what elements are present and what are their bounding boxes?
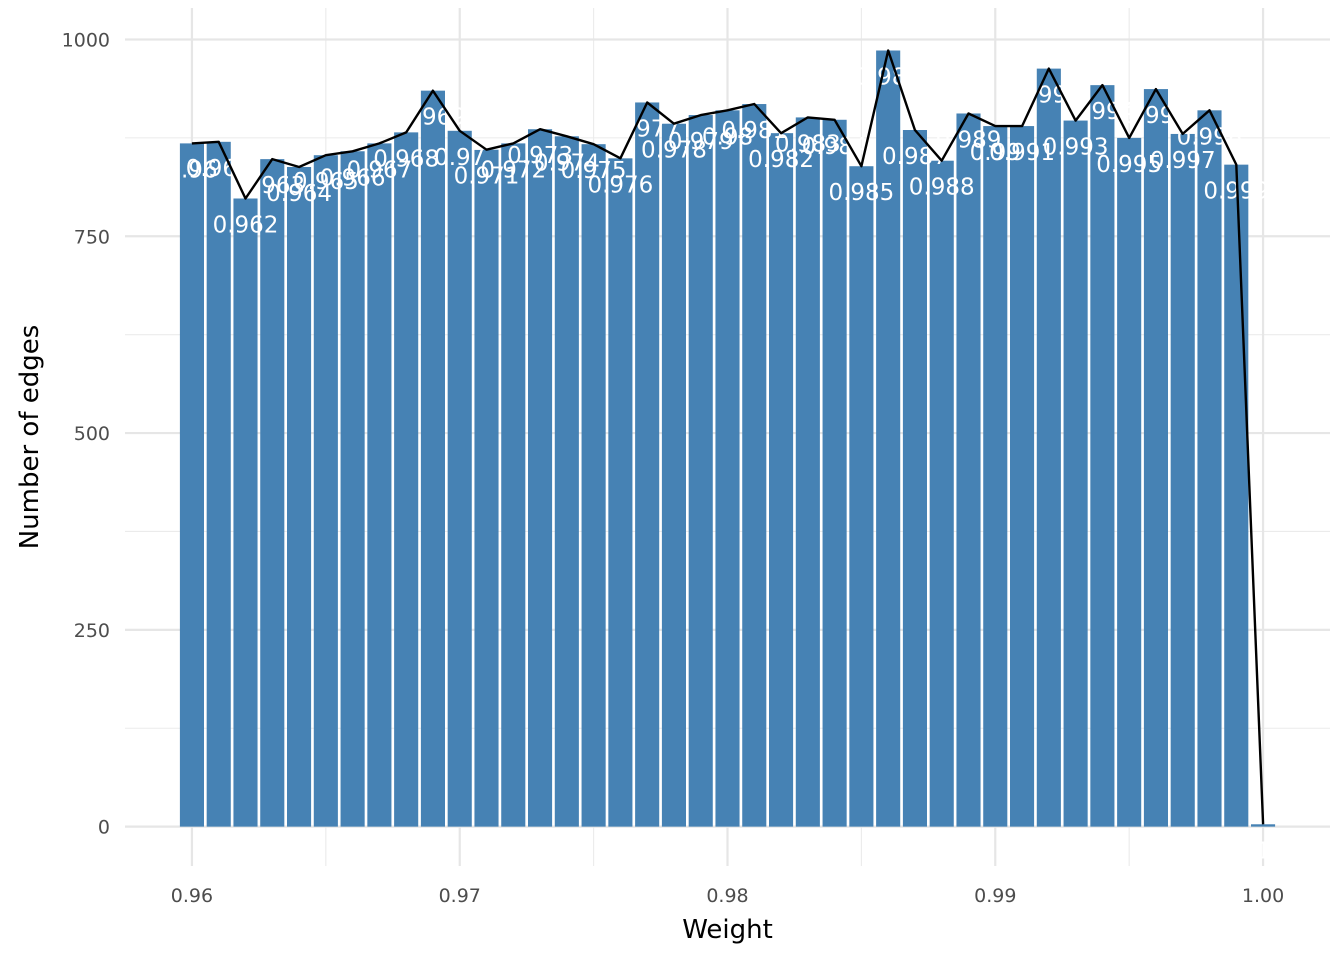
bar xyxy=(661,123,686,827)
x-tick-label: 0.97 xyxy=(439,885,481,907)
bar xyxy=(313,155,338,827)
bar xyxy=(1170,133,1195,827)
bar xyxy=(876,50,901,827)
x-tick-label: 1.00 xyxy=(1242,885,1284,907)
bar xyxy=(742,104,767,827)
bar xyxy=(1036,68,1061,827)
bar xyxy=(554,136,579,827)
trend-line xyxy=(191,49,1265,825)
bar xyxy=(635,102,660,827)
bar xyxy=(260,159,285,827)
bar-label: 0.988 xyxy=(909,175,975,201)
bar-label: 0.972 xyxy=(480,157,546,183)
bar-label: 0.986 xyxy=(855,65,921,91)
y-tick-label: 0 xyxy=(98,817,110,839)
x-tick-label: 0.99 xyxy=(974,885,1016,907)
bar xyxy=(688,115,713,827)
bar xyxy=(233,198,258,827)
bar-label: 0.967 xyxy=(346,157,412,183)
bar xyxy=(581,144,606,827)
bar-label: 0.974 xyxy=(534,150,600,176)
bar xyxy=(447,130,472,827)
bar-label: 0.975 xyxy=(561,158,627,184)
y-tick-label: 500 xyxy=(74,423,110,445)
bar xyxy=(340,151,365,827)
bar xyxy=(1090,85,1115,827)
bar-label: 0.994 xyxy=(1069,99,1135,125)
bar xyxy=(474,149,499,827)
bar xyxy=(1117,137,1142,827)
bar xyxy=(983,126,1008,827)
bar-label: 0.992 xyxy=(1016,83,1082,109)
x-axis-title: Weight xyxy=(682,915,773,945)
bar xyxy=(206,141,231,827)
bar-label: 0.99 xyxy=(970,140,1021,166)
bar-label: 1 xyxy=(1256,838,1271,864)
bar xyxy=(1063,120,1088,827)
bar-label: 0.995 xyxy=(1096,152,1162,178)
bar-label: 0.966 xyxy=(320,165,386,191)
bar xyxy=(956,113,981,827)
bar xyxy=(1010,126,1035,827)
bar xyxy=(769,133,794,827)
y-axis-title: Number of edges xyxy=(15,325,45,550)
bar-label: 0.989 xyxy=(936,127,1002,153)
bar-label: 0.973 xyxy=(507,143,573,169)
bar xyxy=(1224,164,1249,827)
bar xyxy=(902,130,927,827)
bar xyxy=(795,117,820,827)
bar-label: 0.985 xyxy=(828,180,894,206)
bar xyxy=(849,166,874,827)
bar-label: 0.982 xyxy=(748,147,814,173)
bar xyxy=(528,129,553,827)
bar xyxy=(715,110,740,827)
bar-label: 0.98 xyxy=(702,124,753,150)
bar-label: 0.964 xyxy=(266,181,332,207)
bar-label: 0.963 xyxy=(239,173,305,199)
bar-label: 0.968 xyxy=(373,146,439,172)
bar xyxy=(1143,89,1168,827)
y-tick-labels: 0 250 500 750 1000 xyxy=(62,29,110,838)
y-tick-label: 1000 xyxy=(62,29,110,51)
bar xyxy=(394,132,419,827)
x-tick-label: 0.96 xyxy=(171,885,213,907)
bar-label: 0.998 xyxy=(1177,124,1243,150)
bar-label: 0.962 xyxy=(213,212,279,238)
bar xyxy=(367,143,392,827)
x-tick-label: 0.98 xyxy=(706,885,748,907)
bar-label: 0.991 xyxy=(989,140,1055,166)
bar xyxy=(501,143,526,827)
bar xyxy=(822,119,847,827)
bar-label: 0.997 xyxy=(1150,148,1216,174)
bar-label: 0.96 xyxy=(166,157,217,183)
bar-label: 0.993 xyxy=(1043,135,1109,161)
bar-label: 0.971 xyxy=(454,164,520,190)
bar xyxy=(287,167,312,827)
bar-labels: 0.960.9610.9620.9630.9640.9650.9660.9670… xyxy=(166,65,1270,865)
bar-label: 0.976 xyxy=(587,172,653,198)
y-tick-label: 750 xyxy=(74,226,110,248)
y-tick-label: 250 xyxy=(74,620,110,642)
bar xyxy=(179,143,204,827)
bar-label: 0.978 xyxy=(641,138,707,164)
x-tick-labels: 0.96 0.97 0.98 0.99 1.00 xyxy=(171,885,1284,907)
bar-label: 0.965 xyxy=(293,169,359,195)
bars xyxy=(179,50,1276,827)
bar-label: 0.981 xyxy=(721,118,787,144)
bar xyxy=(1251,824,1276,827)
bar xyxy=(1197,110,1222,827)
bar xyxy=(608,158,633,827)
bar xyxy=(420,90,445,827)
bar-label: 0.979 xyxy=(668,129,734,155)
bar-label: 0.984 xyxy=(802,134,868,160)
bar-label: 0.97 xyxy=(434,145,485,171)
bar-label: 0.961 xyxy=(186,156,252,182)
bar xyxy=(929,160,954,827)
bar-label: 0.983 xyxy=(775,131,841,157)
